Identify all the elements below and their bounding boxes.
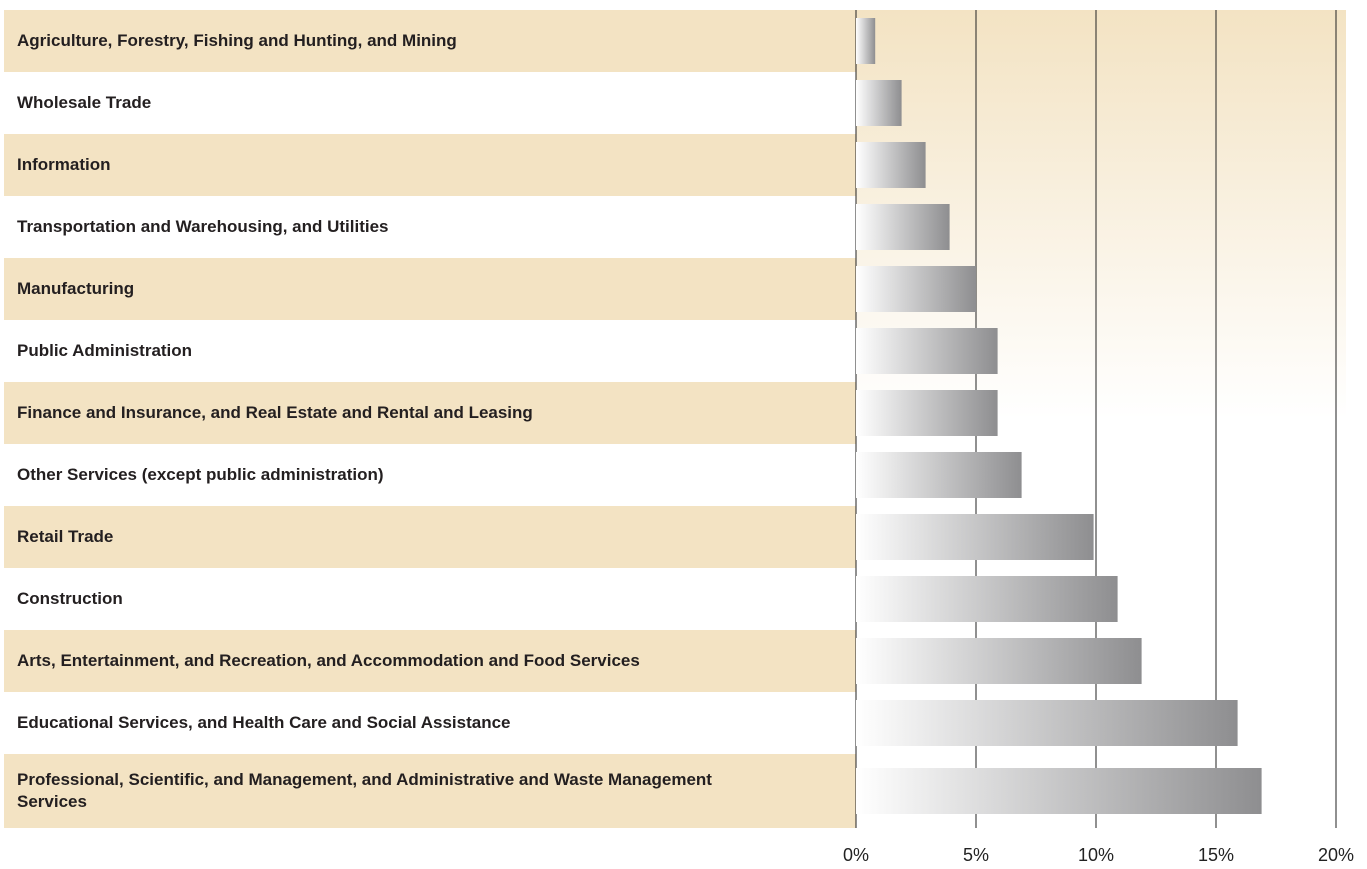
row-band	[4, 134, 856, 196]
label-box: Transportation and Warehousing, and Util…	[17, 217, 389, 236]
label-box: Professional, Scientific, and Management…	[17, 770, 712, 811]
bar	[856, 390, 998, 436]
bar	[856, 700, 1238, 746]
label-box: Manufacturing	[17, 279, 135, 298]
category-label: Professional, Scientific, and Management…	[17, 770, 712, 811]
category-label: Other Services (except public administra…	[17, 465, 384, 484]
label-box: Other Services (except public administra…	[17, 465, 384, 484]
bar	[856, 80, 902, 126]
row-band	[4, 630, 856, 692]
bar	[856, 768, 1262, 814]
x-tick-label: 0%	[843, 845, 869, 865]
bar	[856, 142, 926, 188]
x-tick-label: 5%	[963, 845, 989, 865]
bar	[856, 204, 950, 250]
row-band	[4, 382, 856, 444]
bar	[856, 328, 998, 374]
row-band	[4, 10, 856, 72]
row-band	[4, 754, 856, 828]
label-box: Retail Trade	[17, 527, 114, 546]
label-box: Public Administration	[17, 341, 193, 360]
category-label: Agriculture, Forestry, Fishing and Hunti…	[17, 31, 457, 50]
category-label: Retail Trade	[17, 527, 114, 546]
label-box: Arts, Entertainment, and Recreation, and…	[17, 651, 640, 670]
category-label: Educational Services, and Health Care an…	[17, 713, 511, 732]
category-label: Information	[17, 155, 111, 174]
label-box: Agriculture, Forestry, Fishing and Hunti…	[17, 31, 457, 50]
bar	[856, 638, 1142, 684]
category-label: Transportation and Warehousing, and Util…	[17, 217, 389, 236]
category-label: Finance and Insurance, and Real Estate a…	[17, 403, 533, 422]
bar	[856, 514, 1094, 560]
label-box: Educational Services, and Health Care an…	[17, 713, 511, 732]
label-box: Information	[17, 155, 111, 174]
category-label: Construction	[17, 589, 123, 608]
bar	[856, 452, 1022, 498]
label-box: Construction	[17, 589, 123, 608]
x-tick-label: 10%	[1078, 845, 1114, 865]
x-tick-label: 15%	[1198, 845, 1234, 865]
category-label: Wholesale Trade	[17, 93, 152, 112]
label-box: Finance and Insurance, and Real Estate a…	[17, 403, 533, 422]
x-tick-label: 20%	[1318, 845, 1354, 865]
label-box: Wholesale Trade	[17, 93, 152, 112]
category-label: Public Administration	[17, 341, 193, 360]
bar	[856, 266, 976, 312]
bar	[856, 18, 876, 64]
bar	[856, 576, 1118, 622]
row-band	[4, 258, 856, 320]
category-label: Manufacturing	[17, 279, 135, 298]
row-band	[4, 506, 856, 568]
category-label: Arts, Entertainment, and Recreation, and…	[17, 651, 640, 670]
